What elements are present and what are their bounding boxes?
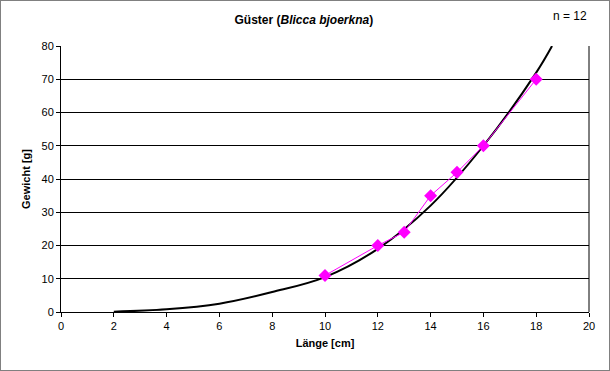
- svg-text:10: 10: [319, 320, 331, 332]
- svg-text:10: 10: [42, 273, 54, 285]
- svg-text:18: 18: [530, 320, 542, 332]
- svg-text:40: 40: [42, 173, 54, 185]
- svg-text:Güster (Blicca bjoerkna): Güster (Blicca bjoerkna): [235, 13, 374, 27]
- svg-text:6: 6: [216, 320, 222, 332]
- svg-text:Gewicht [g]: Gewicht [g]: [20, 149, 32, 209]
- svg-text:16: 16: [477, 320, 489, 332]
- svg-text:14: 14: [424, 320, 436, 332]
- svg-text:0: 0: [58, 320, 64, 332]
- svg-text:8: 8: [269, 320, 275, 332]
- svg-text:Länge [cm]: Länge [cm]: [296, 337, 355, 349]
- svg-text:12: 12: [372, 320, 384, 332]
- svg-text:2: 2: [111, 320, 117, 332]
- svg-text:30: 30: [42, 206, 54, 218]
- svg-text:60: 60: [42, 106, 54, 118]
- svg-text:20: 20: [583, 320, 595, 332]
- svg-text:4: 4: [164, 320, 170, 332]
- svg-text:70: 70: [42, 73, 54, 85]
- svg-text:50: 50: [42, 140, 54, 152]
- svg-text:0: 0: [48, 306, 54, 318]
- svg-text:80: 80: [42, 40, 54, 52]
- svg-text:20: 20: [42, 239, 54, 251]
- svg-text:n = 12: n = 12: [553, 9, 587, 23]
